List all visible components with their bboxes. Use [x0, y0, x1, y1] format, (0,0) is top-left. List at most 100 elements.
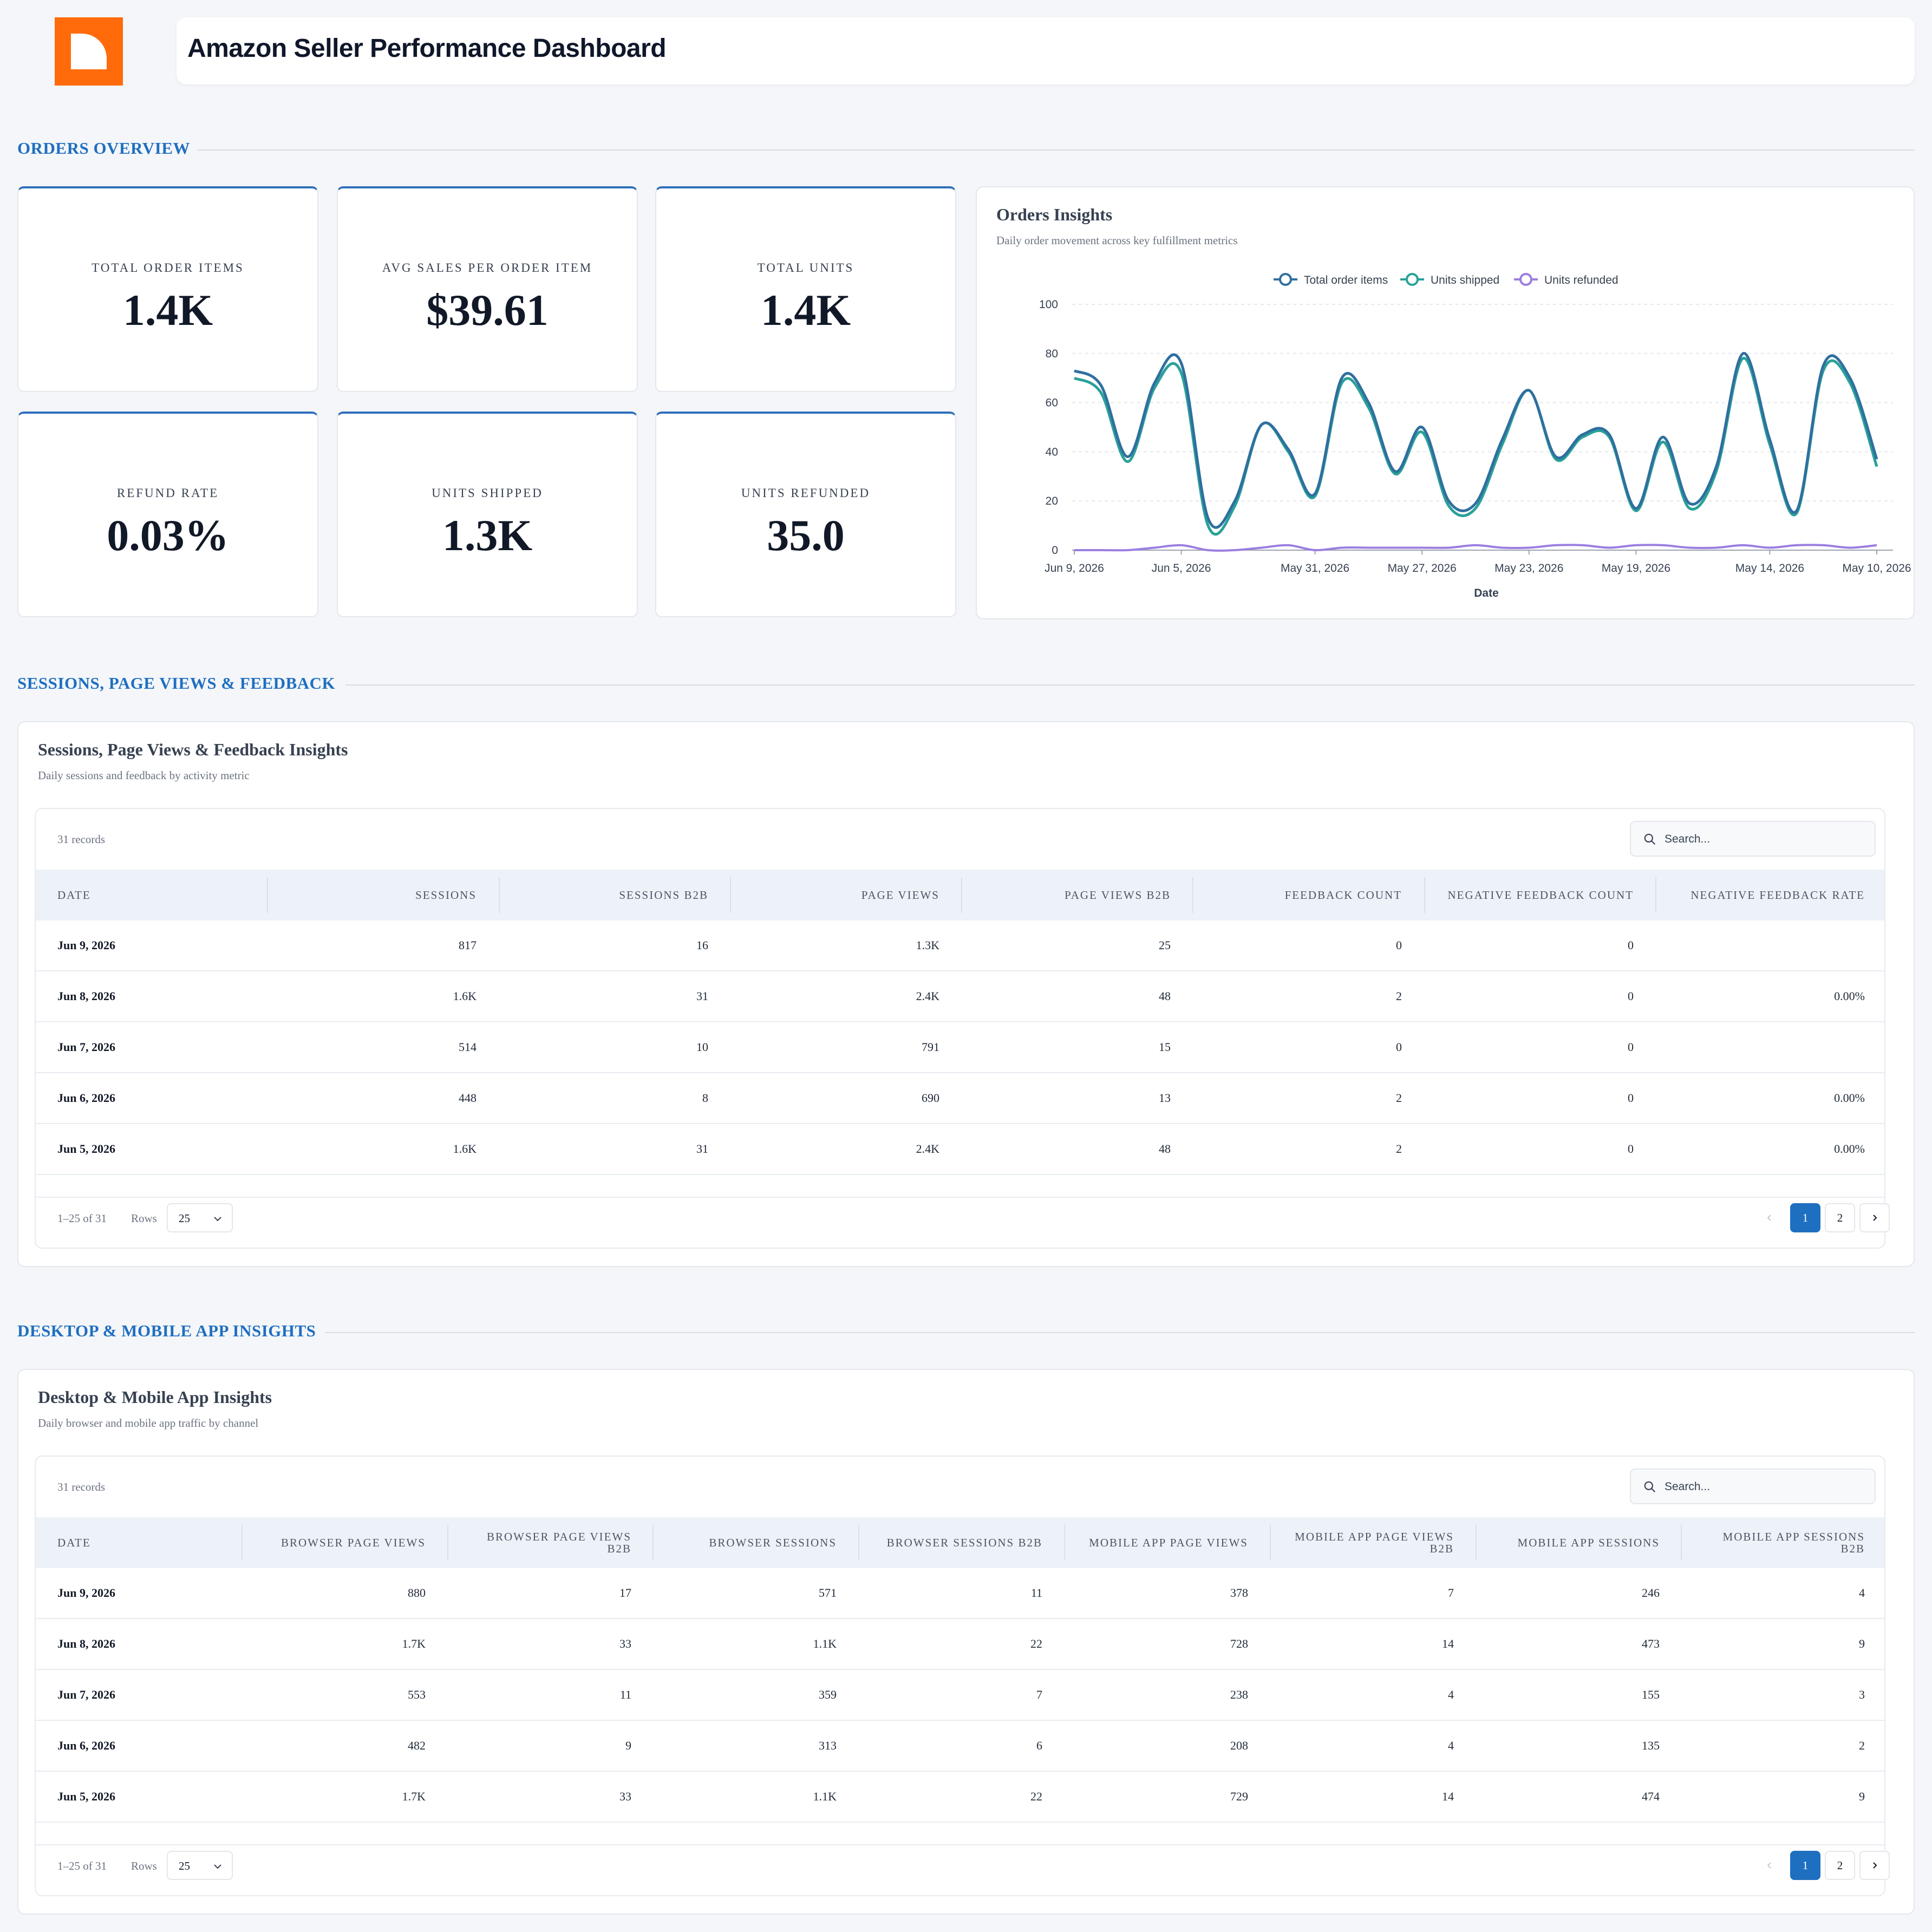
search-input[interactable]: [1665, 827, 1865, 851]
table-row: Jun 8, 2026 1.6K 31 2.4K 48 2 0 0.00%: [36, 971, 1884, 1022]
x-tick-label: May 23, 2026: [1494, 562, 1563, 575]
y-tick-label: 80: [1046, 348, 1058, 360]
table-cell: 31: [696, 989, 708, 1003]
next-page-button[interactable]: [1859, 1851, 1890, 1880]
x-tick-label: Jun 9, 2026: [1045, 562, 1104, 575]
record-count: 31 records: [57, 1480, 106, 1493]
column-header[interactable]: FEEDBACK COUNT: [1284, 889, 1402, 902]
search-box[interactable]: [1630, 821, 1876, 857]
table-cell: 2: [1396, 1142, 1402, 1156]
table-cell: 48: [1159, 989, 1171, 1003]
table-cell: 0: [1628, 1040, 1634, 1054]
rows-per-page-select[interactable]: 25: [167, 1203, 233, 1232]
table-subtitle: Daily sessions and feedback by activity …: [38, 769, 250, 782]
table-subtitle: Daily browser and mobile app traffic by …: [38, 1417, 259, 1430]
column-header[interactable]: SESSIONS B2B: [619, 889, 708, 902]
record-count: 31 records: [57, 833, 106, 846]
table-cell: 0: [1628, 1142, 1634, 1156]
y-tick-label: 0: [1052, 544, 1058, 557]
table-cell: 17: [619, 1586, 631, 1600]
series-line-total-order-items: [1073, 352, 1878, 529]
table-footer-divider: [36, 1844, 1884, 1845]
table-cell: 571: [819, 1586, 837, 1600]
rows-per-page-select[interactable]: 25: [167, 1851, 233, 1880]
table-cell: Jun 7, 2026: [57, 1688, 115, 1701]
table-cell: 2: [1859, 1739, 1865, 1752]
column-header[interactable]: NEGATIVE FEEDBACK RATE: [1690, 889, 1865, 902]
table-row: Jun 6, 2026 448 8 690 13 2 0 0.00%: [36, 1073, 1884, 1124]
next-page-button[interactable]: [1859, 1203, 1890, 1232]
table-cell: 22: [1030, 1637, 1042, 1650]
chevron-right-icon: [1873, 1215, 1877, 1221]
prev-page-button[interactable]: [1754, 1203, 1785, 1232]
orders-insights-card: Orders Insights Daily order movement acr…: [976, 186, 1915, 619]
table-cell: 553: [408, 1688, 426, 1701]
table-cell: 22: [1030, 1790, 1042, 1803]
column-header[interactable]: NEGATIVE FEEDBACK COUNT: [1447, 889, 1634, 902]
rows-per-page-value: 25: [179, 1859, 190, 1872]
column-header[interactable]: MOBILE APP SESSIONS: [1517, 1536, 1660, 1549]
table-cell: 1.7K: [402, 1637, 426, 1650]
section-title-sessions: SESSIONS, PAGE VIEWS & FEEDBACK: [17, 674, 336, 693]
column-header[interactable]: SESSIONS: [415, 889, 477, 902]
table-cell: 473: [1642, 1637, 1660, 1650]
page-button-2[interactable]: 2: [1825, 1851, 1855, 1880]
table-cell: 2.4K: [916, 1142, 939, 1156]
table-cell: 14: [1442, 1637, 1454, 1650]
chevron-right-icon: [1873, 1862, 1877, 1869]
kpi-card-avg-sales: AVG SALES PER ORDER ITEM $39.61: [337, 186, 638, 392]
kpi-card-total-units: TOTAL UNITS 1.4K: [655, 186, 956, 392]
page-button-1[interactable]: 1: [1790, 1203, 1820, 1232]
prev-page-button[interactable]: [1754, 1851, 1785, 1880]
table-cell: 690: [922, 1091, 939, 1105]
table-cell: 2: [1396, 989, 1402, 1003]
kpi-label: TOTAL ORDER ITEMS: [92, 261, 244, 275]
table-cell: 791: [922, 1040, 939, 1054]
search-box[interactable]: [1630, 1468, 1876, 1504]
kpi-card-units-refunded: UNITS REFUNDED 35.0: [655, 412, 956, 617]
rows-per-page-label: Rows: [131, 1859, 157, 1872]
table-cell: 0: [1628, 938, 1634, 952]
table-cell: 0.00%: [1834, 1091, 1865, 1105]
x-tick-label: May 14, 2026: [1735, 562, 1804, 575]
table-cell: 11: [1030, 1586, 1042, 1600]
legend-label: Units refunded: [1544, 274, 1618, 286]
table-cell: 0.00%: [1834, 1142, 1865, 1156]
table-cell: 7: [1448, 1586, 1454, 1600]
column-separator: [241, 1525, 243, 1561]
table-cell: Jun 9, 2026: [57, 938, 115, 952]
table-cell: 10: [696, 1040, 708, 1054]
column-header[interactable]: DATE: [57, 889, 91, 902]
kpi-value: 1.4K: [760, 285, 851, 335]
table-cell: 4: [1859, 1586, 1865, 1600]
table-cell: 246: [1642, 1586, 1660, 1600]
column-header[interactable]: MOBILE APP SESSIONS B2B: [1722, 1530, 1865, 1555]
x-tick-label: Jun 5, 2026: [1152, 562, 1211, 575]
column-header[interactable]: PAGE VIEWS: [861, 889, 939, 902]
y-tick-label: 100: [1039, 298, 1058, 311]
page-button-2[interactable]: 2: [1825, 1203, 1855, 1232]
table-row: Jun 7, 2026 514 10 791 15 0 0: [36, 1022, 1884, 1073]
chevron-left-icon: [1767, 1215, 1771, 1221]
table-row: Jun 9, 2026 880 17 571 11 378 7 246 4: [36, 1568, 1884, 1619]
column-header[interactable]: MOBILE APP PAGE VIEWS: [1089, 1536, 1248, 1549]
column-header[interactable]: BROWSER SESSIONS: [709, 1536, 837, 1549]
column-separator: [447, 1525, 448, 1561]
kpi-label: REFUND RATE: [116, 486, 219, 500]
column-header[interactable]: BROWSER SESSIONS B2B: [886, 1536, 1042, 1549]
column-header[interactable]: PAGE VIEWS B2B: [1064, 889, 1171, 902]
search-input[interactable]: [1665, 1475, 1865, 1499]
table-cell: 4: [1448, 1688, 1454, 1701]
column-header[interactable]: MOBILE APP PAGE VIEWS B2B: [1295, 1530, 1454, 1555]
page-button-1[interactable]: 1: [1790, 1851, 1820, 1880]
table-cell: 514: [459, 1040, 477, 1054]
column-header[interactable]: BROWSER PAGE VIEWS B2B: [486, 1530, 631, 1555]
table-cell: 0: [1396, 1040, 1402, 1054]
column-header[interactable]: BROWSER PAGE VIEWS: [280, 1536, 426, 1549]
column-separator: [1655, 877, 1656, 913]
x-tick-label: May 27, 2026: [1388, 562, 1457, 575]
table-cell: Jun 7, 2026: [57, 1040, 115, 1054]
column-header[interactable]: DATE: [57, 1536, 91, 1549]
page-title: Amazon Seller Performance Dashboard: [187, 34, 667, 63]
app-logo: [55, 17, 123, 86]
